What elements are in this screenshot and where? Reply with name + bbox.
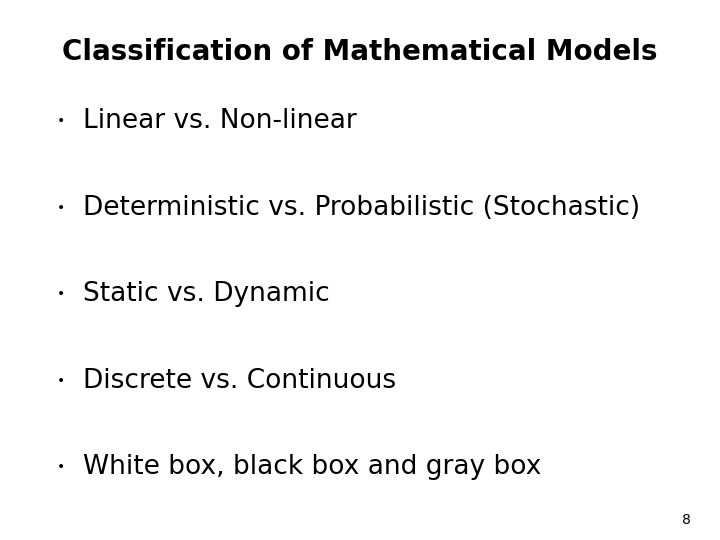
Text: White box, black box and gray box: White box, black box and gray box [83,454,541,480]
Text: Deterministic vs. Probabilistic (Stochastic): Deterministic vs. Probabilistic (Stochas… [83,195,640,221]
Text: •: • [57,460,66,474]
Text: 8: 8 [683,512,691,526]
Text: •: • [57,201,66,215]
Text: Discrete vs. Continuous: Discrete vs. Continuous [83,368,396,394]
Text: •: • [57,374,66,388]
Text: •: • [57,287,66,301]
Text: Static vs. Dynamic: Static vs. Dynamic [83,281,330,307]
Text: Linear vs. Non-linear: Linear vs. Non-linear [83,109,356,134]
Text: Classification of Mathematical Models: Classification of Mathematical Models [62,38,658,66]
Text: •: • [57,114,66,129]
